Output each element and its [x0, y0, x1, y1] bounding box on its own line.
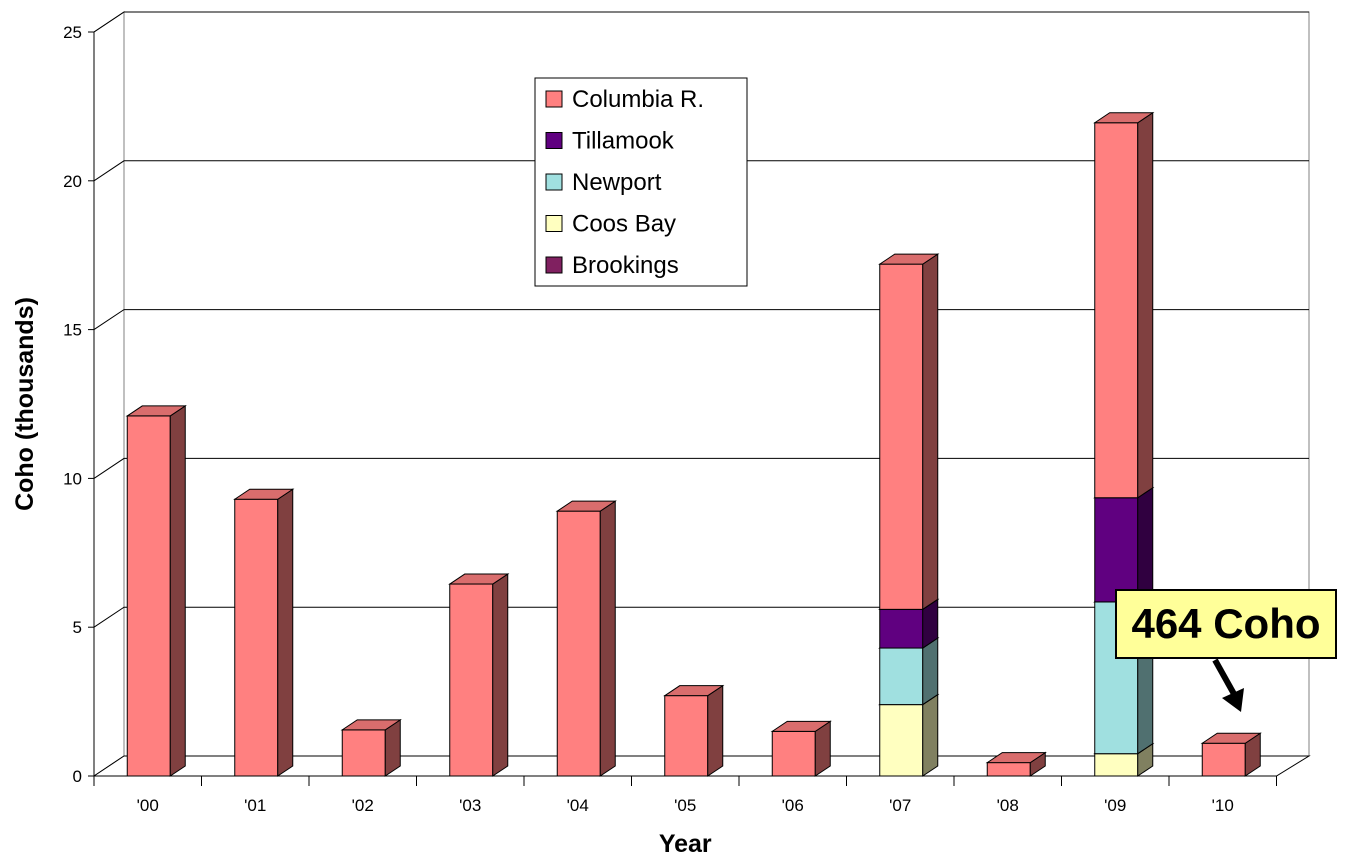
y-tick-label: 20 [63, 172, 82, 191]
x-tick-label: '04 [567, 796, 589, 815]
bar-front [126, 415, 171, 777]
bar-front [879, 608, 924, 649]
bar-columbia-r [233, 488, 295, 777]
callout-annotation: 464 Coho [1115, 589, 1337, 712]
bar-front [879, 263, 924, 610]
x-tick-label: '00 [137, 796, 159, 815]
bar-side [599, 500, 616, 777]
x-tick-label: '02 [352, 796, 374, 815]
legend-label: Tillamook [572, 128, 675, 155]
gridline [93, 160, 1309, 182]
legend-box [534, 77, 748, 287]
bar-front [771, 730, 816, 777]
callout-arrow-head [1222, 688, 1244, 712]
bar-columbia-r [985, 751, 1047, 777]
bar-columbia-r [448, 573, 510, 777]
x-axis-title: Year [659, 830, 712, 858]
y-axis-title: Coho (thousands) [11, 297, 39, 511]
x-tick-label: '07 [889, 796, 911, 815]
x-axis: '00 '01 '02 '03 '04 '05 '06 '07 '08 '09 '10 Year [93, 775, 1277, 858]
bar-top [340, 719, 402, 731]
bar-front [1094, 497, 1139, 603]
bar-side [707, 684, 724, 777]
bar-front [879, 647, 924, 706]
bar-columbia-r [340, 718, 402, 777]
legend-swatch [545, 215, 563, 232]
callout-box [1115, 589, 1337, 659]
bar-columbia-r [663, 684, 725, 777]
bar-columbia-r [555, 500, 617, 777]
bar-front [879, 704, 924, 777]
bar-side [922, 253, 939, 611]
bar-series [125, 111, 1262, 777]
y-tick-label: 5 [73, 618, 82, 637]
bar-side [277, 488, 294, 777]
bar-front [1094, 122, 1139, 499]
bar-front [1201, 742, 1246, 777]
legend-label: Brookings [572, 252, 679, 279]
gridline [93, 11, 1309, 33]
bar-columbia-r [770, 720, 832, 777]
bar-side [922, 637, 939, 706]
bar-front [664, 695, 709, 777]
bar-top [878, 253, 940, 265]
bar-columbia-r [878, 253, 940, 611]
bar-side [922, 693, 939, 777]
callout-label: 464 Coho [1131, 600, 1320, 647]
x-tick-label: '05 [674, 796, 696, 815]
callout-arrow-shaft [1212, 658, 1237, 696]
bar-top [555, 500, 617, 512]
side-wall [93, 11, 125, 777]
bar-side [169, 404, 186, 777]
legend-swatch [545, 90, 563, 108]
bar-top [125, 405, 187, 417]
legend-swatch [545, 256, 563, 274]
bar-top [770, 720, 832, 732]
bar-front [556, 510, 601, 777]
x-tick-label: '03 [459, 796, 481, 815]
bar-top [663, 685, 725, 697]
x-tick-label: '01 [244, 796, 266, 815]
bar-side [492, 573, 509, 777]
bar-side [1137, 486, 1154, 603]
bar-top [1093, 112, 1155, 124]
legend: Columbia R. Tillamook Newport Coos Bay Brook… [534, 77, 748, 287]
bar-columbia-r [1200, 732, 1262, 777]
bar-top [985, 752, 1047, 764]
bar-front [449, 583, 494, 777]
bar-front [234, 498, 279, 777]
bar-top [1200, 732, 1262, 744]
y-tick-label: 15 [63, 321, 82, 340]
legend-label: Newport [572, 169, 662, 196]
x-tick-label: '06 [782, 796, 804, 815]
bar-coos-bay [878, 693, 940, 777]
legend-swatch [545, 132, 563, 149]
y-axis: 0 5 10 15 20 25 Coho (thousands) [11, 23, 95, 786]
bar-columbia-r [1093, 111, 1155, 499]
bar-columbia-r [125, 404, 187, 777]
y-tick-label: 10 [63, 469, 82, 488]
bar-side [1137, 111, 1154, 499]
bar-tillamook [1093, 486, 1155, 603]
bar-front [1094, 753, 1139, 777]
legend-label: Columbia R. [572, 86, 704, 113]
x-tick-label: '10 [1212, 796, 1234, 815]
y-tick-label: 25 [63, 23, 82, 42]
bar-front [986, 762, 1031, 777]
y-tick-label: 0 [73, 767, 82, 786]
legend-label: Coos Bay [572, 211, 676, 238]
legend-swatch [545, 173, 563, 191]
x-tick-label: '08 [997, 796, 1019, 815]
bar-front [341, 729, 386, 777]
bar-top [233, 488, 295, 500]
bar-top [448, 573, 510, 585]
x-tick-label: '09 [1104, 796, 1126, 815]
